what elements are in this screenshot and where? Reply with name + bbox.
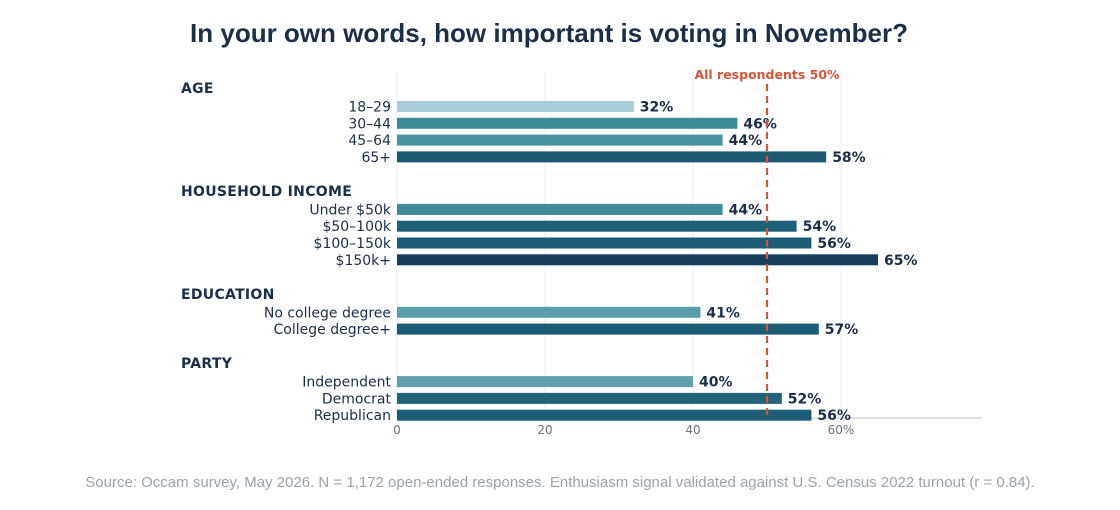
- data-label: 46%: [743, 116, 777, 132]
- bar: [397, 237, 812, 249]
- bar: [397, 220, 797, 232]
- data-label: 41%: [706, 305, 740, 321]
- x-tick-label: 60%: [828, 423, 855, 437]
- category-label: 30–44: [348, 116, 391, 132]
- category-label: 18–29: [348, 100, 391, 116]
- data-label: 40%: [699, 375, 733, 391]
- category-label: College degree+: [274, 322, 391, 338]
- bar: [397, 101, 634, 112]
- bar: [397, 254, 878, 266]
- x-tick-label: 0: [393, 423, 401, 437]
- category-label: Republican: [314, 408, 391, 424]
- data-label: 65%: [884, 253, 918, 269]
- bar: [397, 306, 701, 318]
- bar: [397, 134, 723, 146]
- source-note: Source: Occam survey, May 2026. N = 1,17…: [85, 474, 1035, 491]
- bar: [397, 323, 819, 335]
- group-label: PARTY: [181, 356, 233, 372]
- data-label: 52%: [788, 391, 822, 407]
- category-label: $100–150k: [314, 236, 392, 252]
- data-label: 58%: [832, 150, 866, 166]
- data-label: 32%: [640, 100, 674, 116]
- x-tick-label: 40: [685, 423, 700, 437]
- category-label: $150k+: [336, 253, 391, 269]
- bar: [397, 117, 738, 129]
- category-label: 65+: [361, 150, 391, 166]
- category-label: 45–64: [348, 133, 391, 149]
- category-label: Independent: [302, 375, 391, 391]
- bar: [397, 376, 693, 388]
- group-label: AGE: [181, 81, 214, 97]
- bar: [397, 392, 782, 404]
- x-tick-label: 20: [537, 423, 552, 437]
- data-label: 54%: [803, 219, 837, 235]
- bar: [397, 203, 723, 215]
- chart-title: In your own words, how important is voti…: [190, 18, 908, 48]
- bar: [397, 151, 827, 163]
- reference-label: All respondents 50%: [694, 67, 840, 82]
- bar-chart: 0 20 40 60% AGE 18–29 32% 30–44 46% 45–64 44% 65+ 58…: [181, 67, 982, 437]
- group-label: EDUCATION: [181, 287, 275, 303]
- data-label: 56%: [817, 408, 851, 424]
- category-label: No college degree: [264, 305, 391, 321]
- data-label: 44%: [729, 202, 763, 218]
- bar: [397, 409, 812, 421]
- data-label: 44%: [729, 133, 763, 149]
- category-label: Democrat: [322, 391, 392, 407]
- group-label: HOUSEHOLD INCOME: [181, 184, 352, 200]
- category-label: $50–100k: [322, 219, 391, 235]
- data-label: 56%: [817, 236, 851, 252]
- category-label: Under $50k: [309, 202, 392, 218]
- data-label: 57%: [825, 322, 859, 338]
